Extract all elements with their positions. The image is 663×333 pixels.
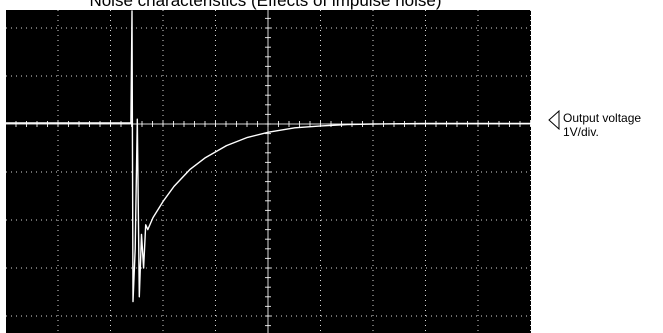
channel-scale: 1V/div. <box>563 125 599 139</box>
channel-name: Output voltage <box>563 111 642 125</box>
channel-marker-icon <box>548 110 560 130</box>
oscilloscope-screen <box>6 10 531 333</box>
output-voltage-trace <box>6 10 531 303</box>
page-title: Noise characteristics (Effects of impuls… <box>89 0 442 10</box>
oscilloscope-plot <box>6 10 531 333</box>
channel-label: Output voltage 1V/div. <box>563 111 641 139</box>
